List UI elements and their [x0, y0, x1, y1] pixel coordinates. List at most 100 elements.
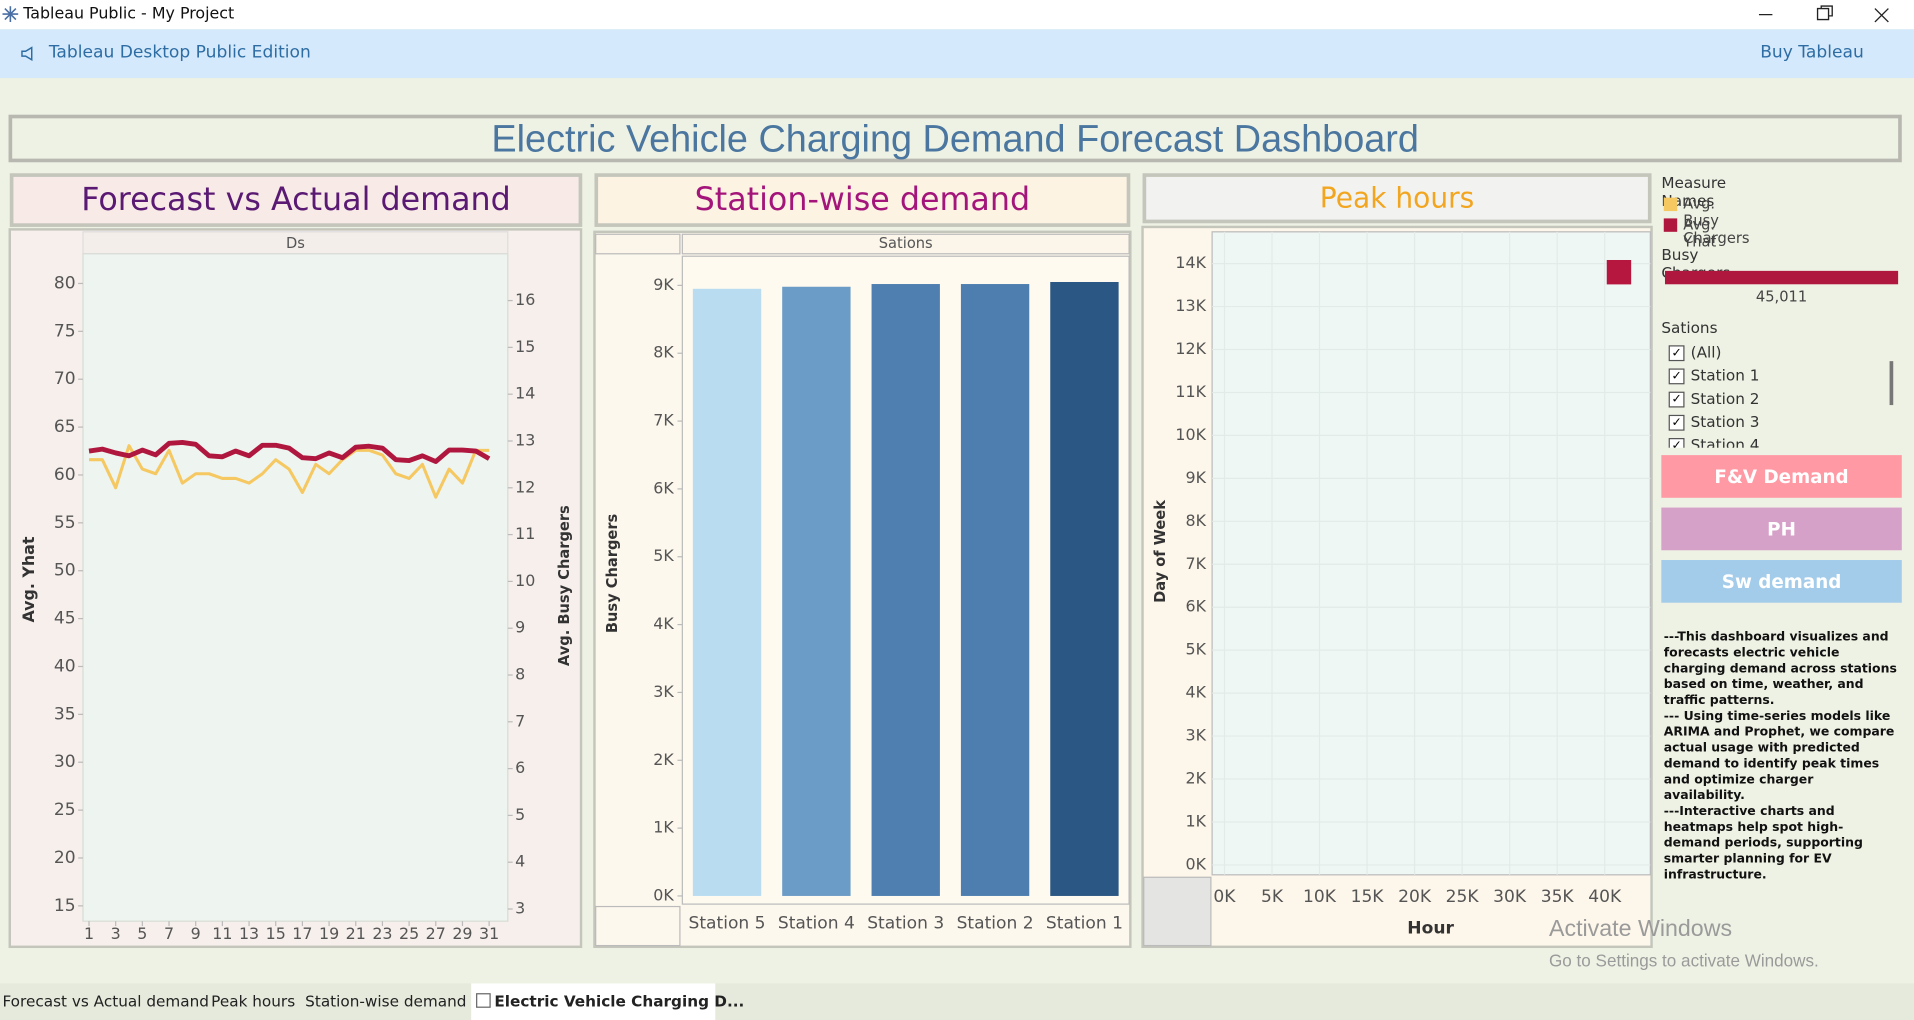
sheet-tab[interactable]: Station-wise demand: [305, 991, 467, 1011]
y2-tick-label: 13: [515, 430, 535, 449]
header-band: [681, 233, 1130, 255]
y-tick-label: 55: [54, 513, 76, 533]
y-tick-label: 7K: [1186, 554, 1207, 573]
scrollbar: [1889, 361, 1894, 406]
legend-title: Measure Names: [1661, 173, 1727, 210]
x-tick-label: 27: [426, 924, 446, 943]
y-tick-label: 7K: [653, 411, 674, 430]
y-tick-label: 3K: [653, 682, 674, 701]
y-tick-label: 0K: [653, 885, 674, 904]
bar: [960, 284, 1030, 896]
y-tick-label: 5K: [653, 546, 674, 565]
x-tick-label: 30K: [1493, 887, 1527, 907]
y-tick-label: 1K: [653, 818, 674, 837]
y-tick-label: 11K: [1175, 382, 1206, 401]
footer-corner: [595, 905, 681, 947]
y-tick-label: 9K: [1186, 468, 1207, 487]
bar: [782, 286, 851, 896]
checkbox[interactable]: ✓: [1668, 414, 1685, 431]
y2-tick-label: 11: [515, 524, 535, 543]
column-header: Sations: [879, 235, 933, 252]
active-tab-background: [471, 983, 716, 1020]
checkbox[interactable]: ✓: [1668, 368, 1685, 385]
line-series: [88, 439, 491, 465]
y-tick-label: 8K: [1186, 511, 1207, 530]
x-tick-label: Station 4: [778, 914, 855, 934]
filter-item[interactable]: Station 4: [1690, 435, 1760, 448]
y2-tick-label: 16: [515, 290, 535, 309]
y2-tick-label: 8: [515, 665, 525, 684]
nav-button[interactable]: PH: [1661, 507, 1902, 551]
y2-axis-title: Avg. Busy Chargers: [556, 505, 573, 666]
nav-button[interactable]: Sw demand: [1661, 560, 1902, 603]
x-tick-label: 17: [292, 924, 312, 943]
y-tick-label: 4K: [653, 614, 674, 633]
y-tick-label: 25: [54, 800, 76, 820]
checkbox[interactable]: ✓: [1668, 438, 1685, 448]
x-tick-label: 15K: [1351, 887, 1385, 907]
y-axis-title: Avg. Yhat: [19, 536, 38, 622]
bar: [692, 288, 762, 896]
x-tick-label: 7: [164, 924, 174, 943]
y2-tick-label: 3: [515, 899, 525, 918]
y-tick-label: 2K: [653, 750, 674, 769]
x-tick-label: 3: [111, 924, 121, 943]
sheet-tab[interactable]: Forecast vs Actual demand: [2, 991, 209, 1011]
y-tick-label: 40: [54, 656, 76, 676]
color-ramp: [1664, 270, 1899, 285]
y-tick-label: 65: [54, 417, 76, 437]
checkbox[interactable]: ✓: [1668, 345, 1685, 362]
x-tick-label: 21: [346, 924, 366, 943]
legend-entry: Avg. Yhat: [1683, 215, 1717, 251]
edition-label: Tableau Desktop Public Edition: [48, 42, 311, 63]
y-tick-label: 0K: [1186, 854, 1207, 873]
x-tick-label: 1: [84, 924, 94, 943]
corner: [1143, 876, 1212, 947]
x-tick-label: 25: [399, 924, 419, 943]
x-tick-label: 20K: [1398, 887, 1432, 907]
filter-title: Sations: [1661, 318, 1718, 337]
window-controls[interactable]: [1746, 0, 1914, 29]
x-tick-label: 5K: [1261, 887, 1284, 907]
filter-item[interactable]: Station 3: [1690, 412, 1760, 431]
header-corner: [595, 233, 681, 255]
y2-tick-label: 12: [515, 477, 535, 496]
app-icon: [2, 6, 19, 22]
x-tick-label: 29: [452, 924, 472, 943]
y-tick-label: 10K: [1175, 425, 1206, 444]
y-tick-label: 14K: [1175, 253, 1206, 272]
filter-item[interactable]: Station 2: [1690, 389, 1760, 408]
x-tick-label: 19: [319, 924, 339, 943]
y-tick-label: 75: [54, 321, 76, 341]
x-tick-label: 11: [212, 924, 232, 943]
filter-list: ✓ (All) ✓ Station 1 ✓ Station 2 ✓ Station 3 ✓ Sta…: [1661, 342, 1899, 448]
x-tick-label: 23: [372, 924, 392, 943]
nav-button[interactable]: F&V Demand: [1661, 455, 1902, 498]
y2-tick-label: 5: [515, 805, 525, 824]
filter-item[interactable]: (All): [1690, 342, 1722, 362]
x-tick-label: Station 2: [957, 914, 1034, 934]
chart-title: Station-wise demand: [594, 173, 1131, 227]
filter-item[interactable]: Station 1: [1690, 366, 1760, 385]
x-tick-label: Station 5: [689, 914, 766, 934]
y-tick-label: 12K: [1175, 339, 1206, 358]
legend-swatch: [1663, 197, 1678, 212]
y-tick-label: 35: [54, 704, 76, 724]
checkbox[interactable]: ✓: [1668, 391, 1685, 408]
y-tick-label: 1K: [1186, 811, 1207, 830]
sheet-tab[interactable]: Electric Vehicle Charging D...: [494, 991, 745, 1011]
edition-banner: Tableau Desktop Public Edition Buy Table…: [0, 29, 1914, 79]
buy-link[interactable]: Buy Tableau: [1760, 42, 1864, 63]
y-tick-label: 5K: [1186, 640, 1207, 659]
column-header: Ds: [286, 235, 305, 252]
y-tick-label: 8K: [653, 343, 674, 362]
megaphone-icon: [21, 46, 33, 62]
x-tick-label: 15: [266, 924, 286, 943]
x-tick-label: 9: [191, 924, 201, 943]
y-tick-label: 20: [54, 848, 76, 868]
x-tick-label: 25K: [1446, 887, 1480, 907]
sheet-tab[interactable]: Peak hours: [211, 991, 296, 1011]
legend-swatch: [1663, 218, 1678, 232]
y2-tick-label: 7: [515, 711, 525, 730]
